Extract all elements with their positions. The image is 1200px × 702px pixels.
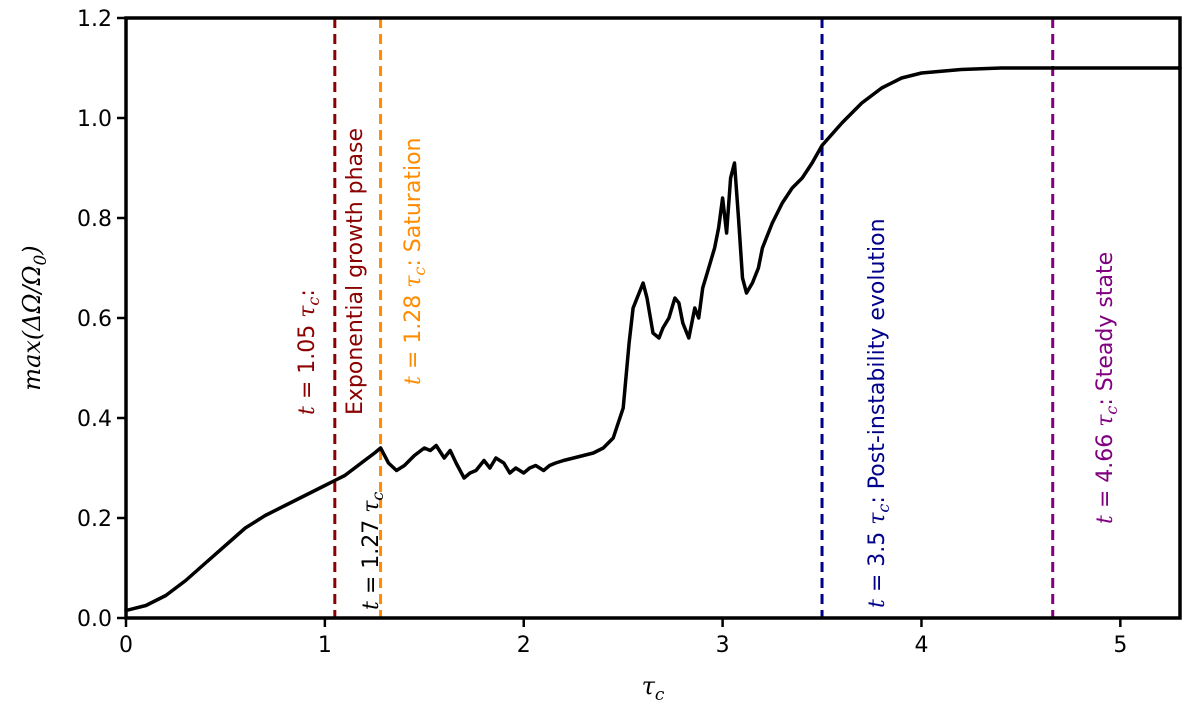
x-tick-label-3: 3	[716, 633, 730, 658]
annotation-1: Exponential growth phase	[343, 128, 368, 415]
x-tick-label-4: 4	[914, 633, 928, 658]
y-axis-label: max(ΔΩ/Ω0)	[18, 245, 51, 390]
y-tick-label-6: 1.2	[77, 7, 112, 32]
annotation-4: t = 3.5 τc: Post-instability evolution	[865, 218, 893, 608]
y-tick-label-0: 0.0	[77, 607, 112, 632]
annotations: t = 1.05 τc: Exponential growth phase t = …	[295, 128, 1121, 610]
annotation-2: t = 1.28 τc: Saturation	[401, 138, 429, 385]
annotation-0: t = 1.05 τc:	[295, 289, 323, 415]
y-tick-label-2: 0.4	[77, 407, 112, 432]
x-tick-label-5: 5	[1113, 633, 1127, 658]
series-line-0	[124, 66, 1182, 613]
y-tick-label-3: 0.6	[77, 307, 112, 332]
y-tick-label-4: 0.8	[77, 207, 112, 232]
series-layer	[124, 66, 1182, 613]
y-tick-label-1: 0.2	[77, 507, 112, 532]
plot-frame	[124, 16, 1182, 620]
vertical-lines	[333, 18, 1055, 618]
x-tick-label-2: 2	[517, 633, 531, 658]
y-tick-label-5: 1.0	[77, 107, 112, 132]
axis-labels: τc max(ΔΩ/Ω0)	[18, 245, 665, 702]
x-axis-label: τc	[642, 672, 665, 702]
annotation-5: t = 4.66 τc: Steady state	[1093, 252, 1121, 524]
x-tick-label-1: 1	[318, 633, 332, 658]
x-tick-label-0: 0	[119, 633, 133, 658]
ticks: 0 1 2 3 4 5 0.0 0.2 0.4 0.6 0.8 1.0 1.2	[77, 7, 1127, 658]
annotation-3: t = 1.27 τc	[359, 492, 387, 610]
